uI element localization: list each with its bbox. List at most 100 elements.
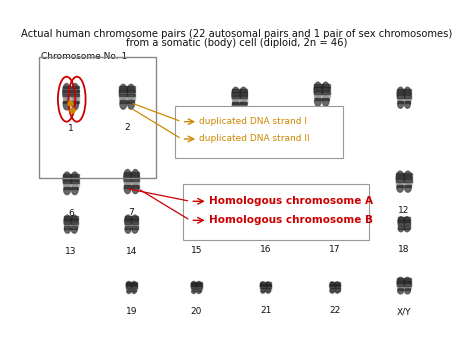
Ellipse shape [132, 225, 138, 233]
Ellipse shape [335, 225, 340, 232]
Ellipse shape [127, 84, 135, 101]
Bar [404, 283, 411, 286]
Bar [404, 95, 411, 98]
Ellipse shape [396, 171, 404, 185]
Bar [119, 90, 127, 93]
Bar [131, 171, 139, 174]
Bar [126, 285, 131, 288]
Text: Chromosome No. 1: Chromosome No. 1 [41, 51, 128, 61]
Bar [72, 226, 77, 229]
Bar [328, 223, 335, 227]
Bar [330, 289, 334, 291]
Ellipse shape [63, 98, 70, 110]
Bar [72, 187, 78, 189]
Ellipse shape [125, 225, 131, 233]
Text: 13: 13 [65, 247, 77, 256]
Bar [71, 182, 79, 186]
Ellipse shape [398, 286, 403, 294]
Ellipse shape [126, 282, 131, 289]
Bar [131, 222, 138, 224]
Bar [260, 285, 265, 288]
Bar [124, 171, 131, 174]
Text: 14: 14 [126, 247, 137, 256]
Bar [191, 226, 196, 229]
Bar [315, 98, 321, 100]
Bar [71, 222, 78, 224]
Bar [127, 94, 135, 97]
Text: 4: 4 [237, 124, 242, 133]
Bar [335, 285, 340, 288]
Bar [314, 87, 322, 90]
Ellipse shape [120, 98, 127, 109]
Ellipse shape [404, 87, 411, 101]
Ellipse shape [131, 170, 139, 186]
Bar [329, 284, 335, 286]
Ellipse shape [119, 84, 127, 101]
Bar [63, 101, 70, 103]
Bar [131, 223, 138, 227]
Bar [328, 217, 335, 220]
Ellipse shape [266, 288, 270, 293]
Bar [266, 289, 270, 291]
Bar [404, 280, 411, 283]
Bar [71, 95, 79, 100]
Bar [260, 284, 265, 286]
Text: 15: 15 [191, 246, 202, 255]
Bar [125, 222, 131, 224]
Bar [404, 92, 411, 94]
Bar [328, 222, 335, 224]
Ellipse shape [404, 171, 412, 185]
Ellipse shape [322, 96, 329, 106]
Bar [265, 286, 271, 290]
Text: 6: 6 [68, 209, 74, 218]
Ellipse shape [398, 99, 403, 108]
Ellipse shape [314, 82, 322, 98]
Ellipse shape [259, 217, 265, 227]
Bar [404, 96, 411, 100]
Ellipse shape [131, 282, 137, 289]
Bar [405, 185, 411, 187]
Text: Homologous chromosome B: Homologous chromosome B [210, 215, 374, 225]
Bar [63, 86, 71, 88]
Bar [127, 289, 131, 291]
Bar [259, 219, 265, 222]
Bar [259, 223, 265, 227]
Ellipse shape [315, 96, 321, 106]
Bar [396, 173, 404, 175]
Bar [398, 219, 404, 222]
Ellipse shape [404, 225, 410, 232]
Bar [404, 278, 411, 281]
Ellipse shape [63, 172, 71, 187]
Bar [124, 179, 131, 181]
Bar [175, 106, 344, 158]
Bar [397, 280, 404, 283]
Bar [71, 223, 78, 227]
Ellipse shape [397, 87, 404, 101]
Bar [240, 102, 247, 104]
Bar [404, 89, 411, 91]
Bar [126, 282, 131, 284]
Bar [63, 95, 71, 100]
Bar [196, 222, 203, 224]
Bar [125, 226, 131, 229]
Bar [131, 285, 137, 288]
Ellipse shape [124, 170, 131, 186]
Bar [322, 87, 329, 90]
Bar [190, 223, 197, 227]
Bar [191, 284, 196, 286]
Bar [404, 284, 411, 288]
Ellipse shape [72, 225, 77, 233]
Bar [404, 226, 410, 229]
Bar [71, 177, 79, 180]
Ellipse shape [240, 100, 247, 110]
Ellipse shape [405, 183, 411, 192]
Ellipse shape [197, 288, 201, 294]
Bar [322, 91, 329, 94]
Ellipse shape [328, 216, 335, 227]
Bar [398, 226, 403, 229]
Ellipse shape [404, 286, 410, 294]
Text: 1: 1 [68, 124, 74, 133]
Bar [404, 218, 410, 220]
Ellipse shape [72, 98, 79, 110]
Bar [404, 101, 410, 103]
